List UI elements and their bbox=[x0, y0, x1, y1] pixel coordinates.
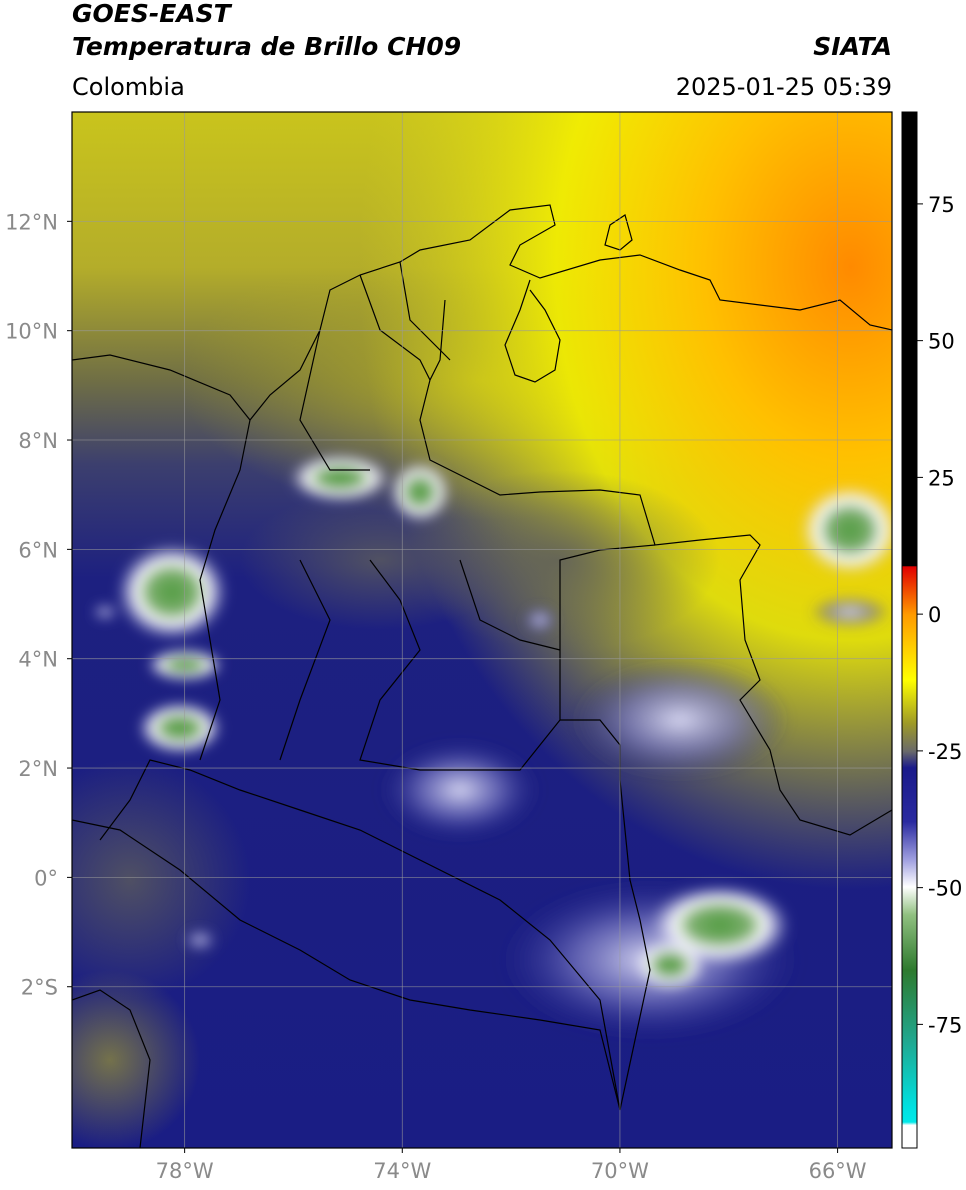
colorbar bbox=[901, 111, 918, 1149]
colorbar-tick-label: 0 bbox=[928, 603, 941, 627]
region: Colombia bbox=[72, 73, 185, 101]
y-tick-label: 6°N bbox=[18, 538, 58, 562]
y-tick-label: 12°N bbox=[5, 210, 58, 234]
datetime: 2025-01-25 05:39 bbox=[676, 73, 892, 101]
colorbar-tick-label: 75 bbox=[928, 193, 955, 217]
y-tick-label: 2°S bbox=[21, 976, 58, 1000]
y-tick-label: 4°N bbox=[18, 648, 58, 672]
colorbar-tick-label: 50 bbox=[928, 330, 955, 354]
colorbar-tick-label: -75 bbox=[928, 1013, 962, 1037]
colorbar-tick-label: 25 bbox=[928, 466, 955, 490]
x-tick-label: 74°W bbox=[373, 1159, 431, 1183]
x-tick-label: 70°W bbox=[591, 1159, 649, 1183]
satellite-title: GOES-EAST bbox=[72, 0, 233, 28]
colorbar-tick-label: -50 bbox=[928, 877, 962, 901]
map-image bbox=[72, 112, 892, 1148]
borders bbox=[72, 204, 892, 1148]
x-tick-label: 78°W bbox=[156, 1159, 214, 1183]
source: SIATA bbox=[813, 32, 892, 61]
colorbar-tick-label: -25 bbox=[928, 740, 962, 764]
product-title: Temperatura de Brillo CH09 bbox=[72, 32, 461, 61]
x-tick-label: 66°W bbox=[809, 1159, 867, 1183]
y-tick-label: 8°N bbox=[18, 429, 58, 453]
map-frame bbox=[71, 111, 893, 1149]
y-tick-label: 0° bbox=[34, 866, 58, 890]
y-tick-label: 2°N bbox=[18, 757, 58, 781]
grid bbox=[72, 112, 892, 1148]
y-tick-label: 10°N bbox=[5, 320, 58, 344]
